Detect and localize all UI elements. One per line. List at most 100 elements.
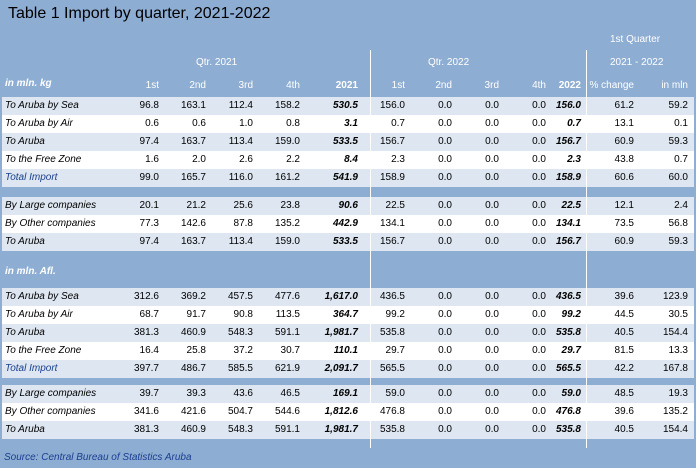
table-cell: 99.2 [561,309,581,320]
row-label: Total Import [5,363,58,374]
table-cell: 421.6 [180,406,206,417]
table-cell: 0.0 [438,309,452,320]
table-cell: 0.0 [532,136,546,147]
table-cell: 13.3 [668,345,688,356]
table-cell: 40.5 [614,424,634,435]
column-header: 2nd [435,80,452,91]
table-cell: 163.7 [180,236,206,247]
table-cell: 0.0 [485,363,499,374]
table-cell: 1.6 [145,154,159,165]
table-row: To Aruba by Sea 312.6 369.2 457.5 477.6 1,617… [2,288,694,306]
row-label: To Aruba by Air [5,309,73,320]
table-cell: 142.6 [180,218,206,229]
table-cell: 0.8 [286,118,300,129]
table-cell: 134.1 [555,218,581,229]
table-cell: 61.2 [614,100,634,111]
table-cell: 113.5 [275,309,300,320]
table-cell: 81.5 [614,345,634,356]
table-cell: 22.5 [385,200,405,211]
column-header: 3rd [484,80,499,91]
table-cell: 0.0 [485,136,499,147]
table-cell: 585.5 [227,363,253,374]
table-cell: 476.8 [555,406,581,417]
table-cell: 0.0 [438,100,452,111]
table-cell: 436.5 [555,291,581,302]
header-range: 2021 - 2022 [610,57,664,68]
table-cell: 0.0 [532,154,546,165]
source-note: Source: Central Bureau of Statistics Aru… [4,452,192,463]
column-header: 4th [286,80,300,91]
table-cell: 39.3 [186,388,206,399]
table-cell: 548.3 [227,327,253,338]
table-cell: 12.1 [614,200,634,211]
table-cell: 0.0 [532,218,546,229]
table-cell: 135.2 [662,406,688,417]
column-header: 2022 [558,80,581,91]
table-cell: 0.0 [485,172,499,183]
table-cell: 60.6 [614,172,634,183]
row-label: To Aruba [5,136,45,147]
table-cell: 0.7 [674,154,688,165]
table-row: By Large companies 20.1 21.2 25.6 23.8 90.6 22… [2,197,694,215]
table-cell: 0.0 [485,154,499,165]
table-cell: 544.6 [274,406,300,417]
table-cell: 13.1 [614,118,634,129]
table-cell: 1.0 [239,118,253,129]
row-label: To Aruba by Sea [5,100,79,111]
table-row: To Aruba by Air 0.6 0.6 1.0 0.8 3.1 0.7 0.0 0.0 0… [2,115,694,133]
table-cell: 99.2 [385,309,405,320]
table-cell: 99.0 [139,172,159,183]
table-cell: 0.7 [391,118,405,129]
table-cell: 0.0 [532,327,546,338]
table-cell: 113.4 [228,136,253,147]
table-cell: 2.2 [286,154,300,165]
table-cell: 59.0 [385,388,405,399]
table-cell: 110.1 [333,345,358,356]
table-row: To Aruba 381.3 460.9 548.3 591.1 1,981.7 535.8… [2,324,694,342]
table-cell: 161.2 [274,172,300,183]
table-cell: 59.2 [668,100,688,111]
table-cell: 0.0 [532,118,546,129]
header-group-2021: Qtr. 2021 [196,57,238,68]
table-cell: 22.5 [561,200,581,211]
table-cell: 0.0 [532,291,546,302]
table-cell: 0.0 [485,406,499,417]
table-cell: 0.0 [438,363,452,374]
table-cell: 381.3 [133,424,159,435]
table-row: By Other companies 341.6 421.6 504.7 544.6 1,… [2,403,694,421]
table-cell: 163.1 [180,100,206,111]
table-cell: 156.0 [555,100,581,111]
row-label: To Aruba [5,236,45,247]
unit-label-kg: in mln. kg [5,78,52,89]
table-cell: 0.0 [532,200,546,211]
table-cell: 2.3 [567,154,581,165]
table-cell: 486.7 [180,363,206,374]
table-cell: 30.7 [280,345,300,356]
table-cell: 0.0 [485,345,499,356]
table-cell: 87.8 [233,218,253,229]
table-cell: 0.0 [485,291,499,302]
table-cell: 0.0 [485,388,499,399]
table-cell: 0.0 [532,100,546,111]
table-cell: 8.4 [344,154,358,165]
table-cell: 0.0 [485,118,499,129]
table-cell: 0.0 [438,136,452,147]
table-cell: 135.2 [274,218,300,229]
table-cell: 0.0 [438,424,452,435]
column-header: % change [589,80,634,91]
column-header: 3rd [238,80,253,91]
table-row: By Large companies 39.7 39.3 43.6 46.5 169.1 5… [2,385,694,403]
table-cell: 48.5 [614,388,634,399]
table-cell: 158.2 [274,100,300,111]
table-cell: 2.3 [391,154,405,165]
table-cell: 0.0 [485,309,499,320]
table-cell: 397.7 [133,363,159,374]
table-cell: 0.0 [532,236,546,247]
unit-label-afl: in mln. Afl. [5,266,56,277]
table-cell: 541.9 [332,172,358,183]
table-cell: 169.1 [332,388,358,399]
table-cell: 0.6 [192,118,206,129]
table-cell: 16.4 [139,345,159,356]
table-cell: 156.7 [379,136,405,147]
table-cell: 0.0 [438,172,452,183]
